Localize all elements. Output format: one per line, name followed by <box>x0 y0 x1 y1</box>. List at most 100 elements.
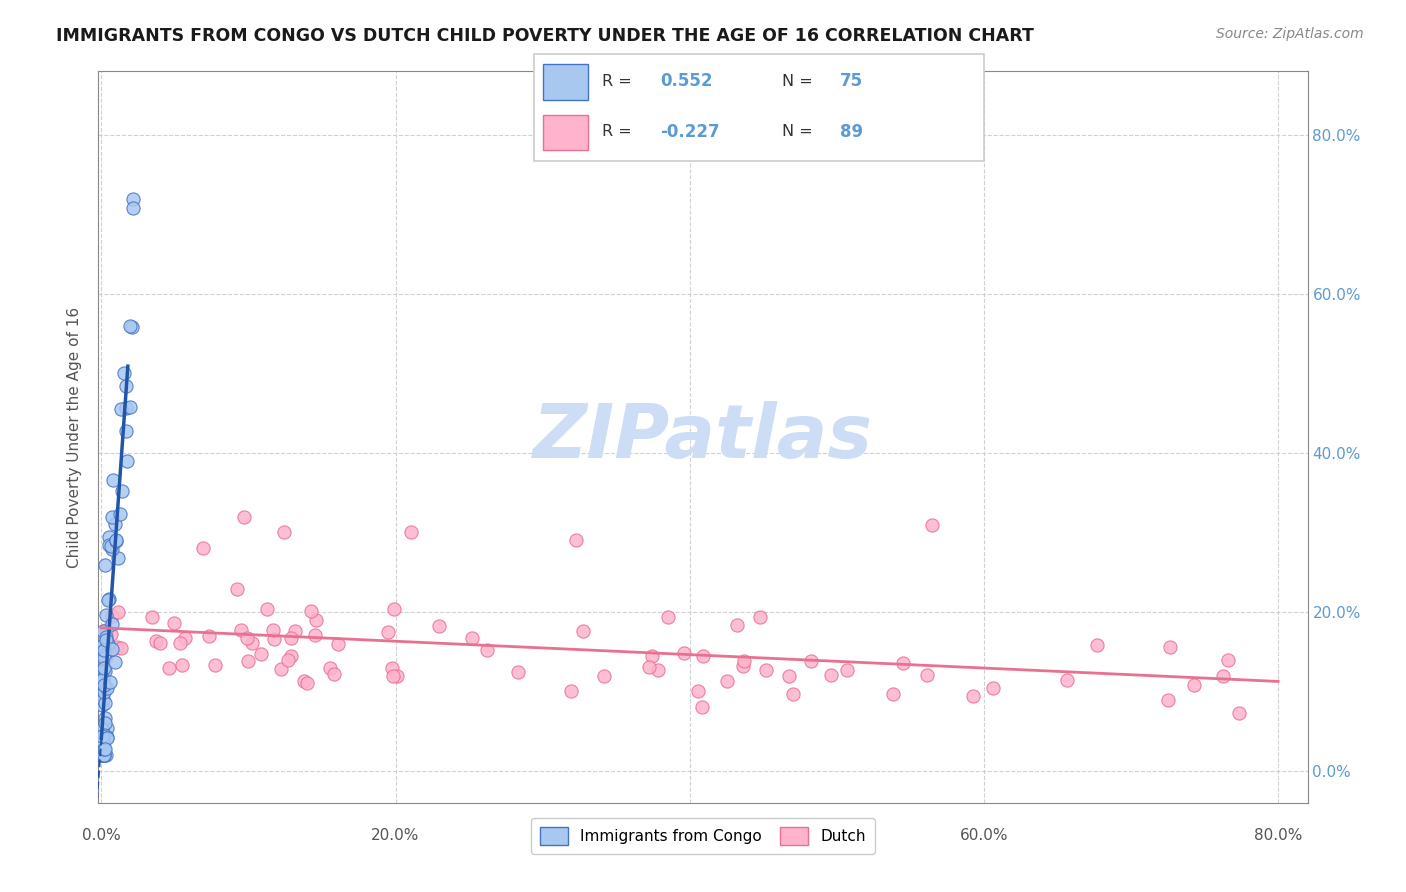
Text: 80.0%: 80.0% <box>1254 828 1302 843</box>
Point <box>100 627 122 641</box>
Point <box>97 538 120 552</box>
Point <box>1157 693 1180 707</box>
Point <box>377 624 399 639</box>
Point <box>91 681 114 695</box>
Point <box>981 681 1004 695</box>
Point <box>93 748 115 763</box>
Text: IMMIGRANTS FROM CONGO VS DUTCH CHILD POVERTY UNDER THE AGE OF 16 CORRELATION CHA: IMMIGRANTS FROM CONGO VS DUTCH CHILD POV… <box>56 27 1035 45</box>
Text: 0.0%: 0.0% <box>82 828 121 843</box>
Point <box>280 631 302 645</box>
Point <box>382 602 405 616</box>
FancyBboxPatch shape <box>543 64 588 100</box>
Point <box>91 748 114 763</box>
Text: 60.0%: 60.0% <box>960 828 1008 843</box>
Point <box>93 660 115 674</box>
Point <box>891 657 914 671</box>
Y-axis label: Child Poverty Under the Age of 16: Child Poverty Under the Age of 16 <box>67 307 83 567</box>
Point <box>657 610 679 624</box>
Point <box>295 676 318 690</box>
Point <box>381 661 404 675</box>
Point <box>91 748 114 763</box>
Point <box>93 742 115 756</box>
Point <box>101 641 124 656</box>
Text: Source: ZipAtlas.com: Source: ZipAtlas.com <box>1216 27 1364 41</box>
Point <box>169 636 191 650</box>
Point <box>105 640 128 655</box>
Text: -0.227: -0.227 <box>661 123 720 141</box>
Point <box>299 605 322 619</box>
Point <box>141 609 163 624</box>
Point <box>475 642 498 657</box>
Point <box>326 637 349 651</box>
Text: N =: N = <box>782 74 818 89</box>
Point <box>163 616 186 631</box>
Point <box>94 696 117 710</box>
Point <box>97 530 120 544</box>
Text: R =: R = <box>602 124 637 139</box>
Point <box>121 192 143 206</box>
Point <box>915 668 938 682</box>
Point <box>593 669 616 683</box>
Point <box>273 525 295 540</box>
Point <box>93 643 115 657</box>
Point <box>101 474 124 488</box>
Point <box>565 533 588 548</box>
Point <box>304 628 326 642</box>
Point <box>110 402 132 417</box>
Point <box>1085 638 1108 652</box>
Point <box>91 743 114 757</box>
Point <box>91 638 114 652</box>
Point <box>93 728 115 742</box>
Point <box>686 683 709 698</box>
Point <box>778 669 800 683</box>
Point <box>204 658 226 673</box>
Point <box>672 646 695 660</box>
Point <box>105 533 128 548</box>
Point <box>93 650 115 665</box>
Point <box>1227 706 1250 720</box>
Point <box>641 648 664 663</box>
Point <box>96 649 118 664</box>
Point <box>93 678 115 692</box>
Point <box>93 742 115 756</box>
Point <box>387 668 409 682</box>
Point <box>692 648 714 663</box>
Point <box>93 692 115 706</box>
Point <box>93 558 115 573</box>
Point <box>225 582 247 597</box>
Point <box>115 401 138 415</box>
Point <box>101 542 124 557</box>
Point <box>91 729 114 743</box>
Text: ZIPatlas: ZIPatlas <box>533 401 873 474</box>
Point <box>725 618 748 632</box>
Point <box>572 624 595 639</box>
Point <box>270 662 292 676</box>
Point <box>121 320 143 334</box>
Point <box>97 637 120 651</box>
Point <box>91 748 114 763</box>
Point <box>96 730 118 744</box>
Point <box>283 624 305 638</box>
Text: 40.0%: 40.0% <box>665 828 714 843</box>
Point <box>280 648 302 663</box>
Point <box>322 667 344 681</box>
Point <box>231 623 253 637</box>
Point <box>93 673 115 688</box>
Point <box>112 366 135 380</box>
Point <box>94 633 117 648</box>
Point <box>318 661 340 675</box>
Point <box>820 668 842 682</box>
Point <box>101 510 124 524</box>
Point <box>733 655 755 669</box>
Point <box>149 636 172 650</box>
Point <box>91 663 114 677</box>
Point <box>755 663 778 677</box>
Point <box>429 619 451 633</box>
Point <box>91 698 114 713</box>
Text: R =: R = <box>602 74 637 89</box>
Point <box>94 711 117 725</box>
Point <box>93 748 115 763</box>
Point <box>262 623 284 637</box>
FancyBboxPatch shape <box>534 54 984 161</box>
Text: 89: 89 <box>841 123 863 141</box>
